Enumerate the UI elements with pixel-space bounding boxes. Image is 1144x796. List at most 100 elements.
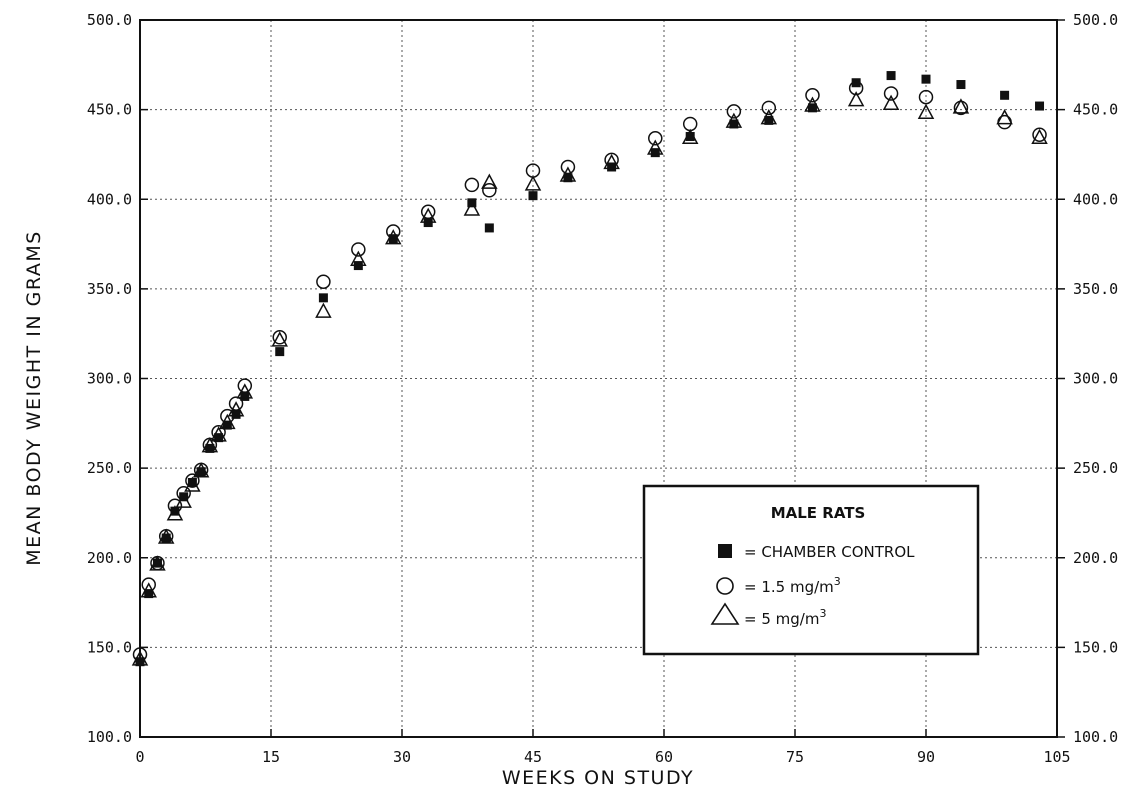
point-chamber-control bbox=[275, 347, 285, 357]
point-chamber-control bbox=[563, 173, 573, 183]
point-1-5-mg bbox=[167, 498, 183, 514]
point-1-5-mg bbox=[726, 104, 742, 119]
point-5-mg bbox=[681, 128, 699, 145]
point-5-mg bbox=[647, 139, 664, 155]
y-tick-label-left: 100.0 bbox=[87, 728, 132, 746]
point-5-mg bbox=[385, 229, 402, 245]
point-chamber-control bbox=[921, 74, 931, 84]
point-chamber-control bbox=[152, 558, 162, 568]
point-5-mg bbox=[725, 112, 743, 128]
point-5-mg bbox=[804, 96, 821, 112]
legend-title: MALE RATS bbox=[771, 504, 866, 522]
legend: MALE RATS = CHAMBER CONTROL = 1.5 mg/m3 … bbox=[642, 484, 980, 656]
point-chamber-control bbox=[240, 391, 250, 401]
point-chamber-control bbox=[484, 223, 494, 233]
point-5-mg bbox=[952, 98, 970, 114]
point-5-mg bbox=[201, 437, 219, 453]
point-chamber-control bbox=[807, 103, 817, 113]
y-tick-label-left: 350.0 bbox=[87, 280, 132, 298]
y-tick-label-left: 200.0 bbox=[87, 549, 132, 567]
legend-label-5-mg-sup: 3 bbox=[819, 607, 826, 620]
point-1-5-mg bbox=[682, 116, 698, 132]
legend-label-1-5-mg-main: = 1.5 mg/m bbox=[744, 578, 834, 596]
point-1-5-mg bbox=[386, 224, 401, 239]
point-1-5-mg bbox=[211, 425, 226, 440]
point-5-mg bbox=[559, 166, 577, 182]
y-tick-label-left: 150.0 bbox=[87, 638, 132, 656]
legend-label-5-mg-main: = 5 mg/m bbox=[744, 610, 819, 628]
x-tick-label: 0 bbox=[135, 748, 144, 766]
point-chamber-control bbox=[729, 119, 739, 129]
x-tick-label: 90 bbox=[917, 748, 935, 766]
x-tick-label: 75 bbox=[786, 748, 804, 766]
point-chamber-control bbox=[179, 492, 189, 502]
x-tick-label: 45 bbox=[524, 748, 542, 766]
y-tick-label-right: 150.0 bbox=[1073, 638, 1118, 656]
point-5-mg bbox=[149, 555, 166, 571]
point-5-mg bbox=[140, 582, 157, 598]
point-5-mg bbox=[1031, 128, 1048, 145]
point-5-mg bbox=[192, 462, 210, 478]
y-tick-label-right: 100.0 bbox=[1073, 728, 1118, 746]
y-tick-label-right: 350.0 bbox=[1073, 280, 1118, 298]
point-chamber-control bbox=[1000, 90, 1010, 100]
point-chamber-control bbox=[161, 533, 171, 543]
y-tick-label-right: 200.0 bbox=[1073, 549, 1118, 567]
point-1-5-mg bbox=[141, 577, 156, 592]
point-chamber-control bbox=[214, 433, 224, 443]
point-5-mg bbox=[481, 173, 498, 189]
point-chamber-control bbox=[205, 443, 215, 453]
y-tick-label-left: 450.0 bbox=[87, 101, 132, 119]
point-1-5-mg bbox=[1032, 127, 1047, 142]
y-tick-label-left: 500.0 bbox=[87, 11, 132, 29]
point-1-5-mg bbox=[228, 396, 244, 411]
point-5-mg bbox=[184, 476, 201, 492]
point-5-mg bbox=[603, 153, 620, 170]
y-tick-label-right: 250.0 bbox=[1073, 459, 1118, 477]
y-tick-label-left: 400.0 bbox=[87, 190, 132, 208]
point-5-mg bbox=[419, 207, 437, 223]
legend-label-1-5-mg-sup: 3 bbox=[834, 575, 841, 588]
legend-marker-chamber-control bbox=[718, 544, 732, 558]
legend-label-chamber-control: = CHAMBER CONTROL bbox=[744, 543, 915, 561]
point-1-5-mg bbox=[604, 152, 619, 168]
point-chamber-control bbox=[187, 477, 197, 487]
legend-marker-1-5-mg bbox=[716, 577, 734, 595]
y-tick-label-right: 450.0 bbox=[1073, 101, 1118, 119]
point-chamber-control bbox=[764, 115, 774, 125]
point-1-5-mg bbox=[272, 330, 287, 345]
point-1-5-mg bbox=[883, 86, 899, 101]
point-chamber-control bbox=[528, 191, 538, 201]
point-chamber-control bbox=[222, 420, 232, 430]
point-5-mg bbox=[166, 505, 184, 521]
point-1-5-mg bbox=[648, 131, 663, 146]
point-5-mg bbox=[157, 528, 175, 544]
point-chamber-control bbox=[1035, 101, 1045, 111]
point-1-5-mg bbox=[185, 473, 200, 488]
point-chamber-control bbox=[650, 148, 660, 158]
legend-marker-5-mg bbox=[710, 602, 740, 625]
point-1-5-mg bbox=[560, 159, 576, 175]
point-5-mg bbox=[996, 109, 1013, 125]
legend-box bbox=[642, 484, 980, 656]
y-tick-label-left: 250.0 bbox=[87, 459, 132, 477]
point-5-mg bbox=[917, 103, 935, 119]
x-tick-label: 60 bbox=[655, 748, 673, 766]
point-5-mg bbox=[236, 383, 254, 399]
point-5-mg bbox=[271, 331, 288, 347]
point-chamber-control bbox=[886, 71, 896, 81]
point-1-5-mg bbox=[761, 100, 777, 116]
point-1-5-mg bbox=[482, 183, 497, 198]
point-1-5-mg bbox=[176, 485, 191, 501]
point-5-mg bbox=[175, 492, 192, 508]
point-chamber-control bbox=[196, 467, 206, 477]
point-5-mg bbox=[131, 650, 149, 666]
point-chamber-control bbox=[685, 132, 695, 142]
point-1-5-mg bbox=[316, 274, 331, 289]
point-5-mg bbox=[227, 401, 245, 417]
point-5-mg bbox=[882, 94, 900, 110]
y-axis-label: MEAN BODY WEIGHT IN GRAMS bbox=[23, 230, 45, 566]
point-chamber-control bbox=[170, 506, 180, 516]
